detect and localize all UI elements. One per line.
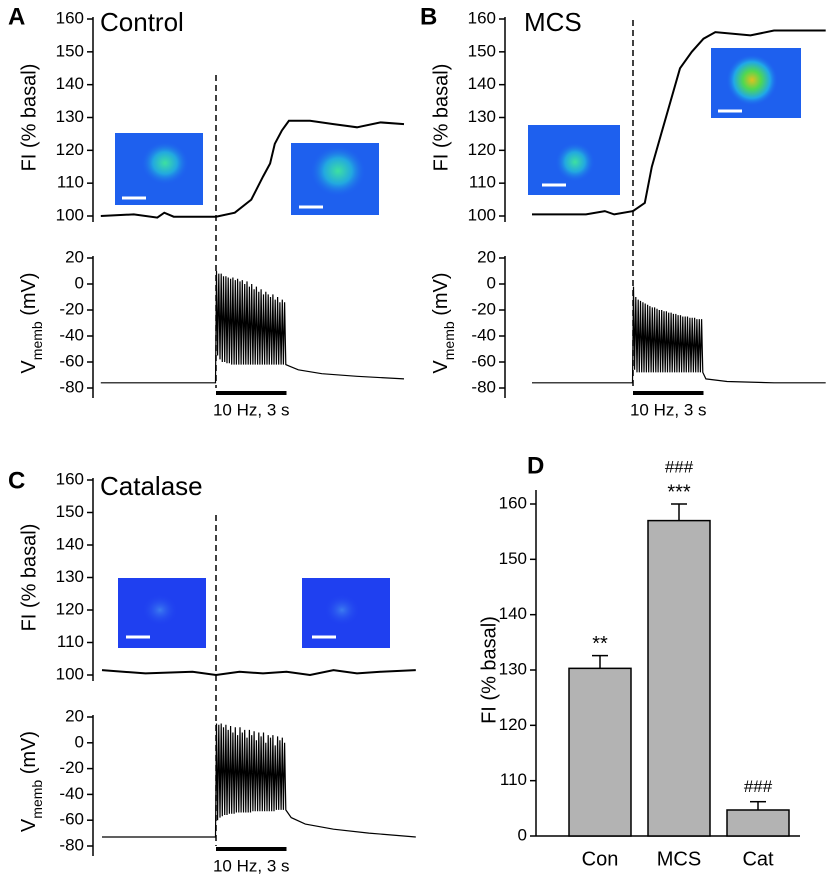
y-tick-label: 0 (518, 825, 527, 844)
y-tick-label: -40 (59, 784, 84, 803)
y-axis-label: FI (% basal) (18, 524, 40, 632)
cell (555, 142, 595, 182)
y-tick-label: -20 (471, 299, 496, 318)
y-tick-label: 20 (65, 706, 84, 725)
label-part: memb (29, 321, 45, 360)
cell (310, 145, 366, 197)
x-tick-label: Cat (742, 848, 774, 870)
label-part: V (18, 360, 40, 374)
trace-line (532, 286, 826, 384)
y-tick-label: 110 (57, 173, 84, 192)
label-part: (mV) (430, 272, 452, 321)
label-part: V (18, 818, 40, 832)
trace-line (101, 669, 416, 677)
y-tick-label: 100 (56, 205, 84, 224)
y-axis-label: FI (% basal) (18, 64, 40, 172)
y-tick-label: -80 (59, 377, 84, 396)
panel-title: Control (100, 7, 184, 37)
y-tick-label: 160 (468, 8, 496, 27)
cell (142, 594, 178, 626)
stimulus-label: 10 Hz, 3 s (213, 856, 290, 875)
significance-label: ### (665, 457, 694, 476)
y-axis-label: FI (% basal) (478, 616, 500, 724)
y-tick-label: 150 (468, 41, 496, 60)
x-tick-label: Con (582, 848, 619, 870)
y-tick-label: 160 (56, 469, 84, 488)
y-tick-label: -20 (59, 299, 84, 318)
y-tick-label: 110 (57, 632, 84, 651)
y-tick-label: 20 (65, 247, 84, 266)
panel-label: C (8, 467, 25, 494)
y-tick-label: 120 (56, 140, 84, 159)
bar (726, 809, 790, 837)
y-axis-label: Vmemb (mV) (430, 272, 456, 373)
significance-label: ** (592, 633, 608, 655)
y-tick-label: 130 (56, 107, 84, 126)
y-tick-label: -80 (59, 835, 84, 854)
panel-title: MCS (524, 7, 582, 37)
cell (324, 594, 360, 626)
y-tick-label: 120 (468, 140, 496, 159)
stimulus-label: 10 Hz, 3 s (630, 400, 707, 419)
trace-line (100, 119, 405, 219)
significance-label: *** (667, 481, 691, 503)
y-tick-label: 0 (75, 273, 84, 292)
y-axis-label: Vmemb (mV) (18, 731, 44, 832)
y-tick-label: 140 (499, 604, 527, 623)
y-tick-label: -20 (59, 758, 84, 777)
x-tick-label: MCS (657, 848, 701, 870)
y-tick-label: 100 (56, 664, 84, 683)
y-tick-label: -60 (471, 351, 496, 370)
trace-line (100, 270, 405, 384)
y-tick-label: 150 (56, 502, 84, 521)
y-tick-label: -80 (471, 377, 496, 396)
bar (647, 519, 711, 837)
label-part: (mV) (18, 731, 40, 780)
y-tick-label: 140 (56, 534, 84, 553)
panel-label: D (527, 452, 544, 479)
y-tick-label: 110 (469, 173, 496, 192)
y-tick-label: 130 (468, 107, 496, 126)
trace-line (532, 29, 826, 216)
cell (141, 141, 189, 185)
micrographs (115, 48, 801, 648)
panel-label: B (420, 3, 437, 30)
cell (726, 54, 778, 106)
trace-line (102, 723, 416, 838)
label-part: (mV) (18, 272, 40, 321)
y-axis-label: FI (% basal) (430, 64, 452, 172)
y-tick-label: 130 (499, 659, 527, 678)
y-tick-label: 160 (499, 493, 527, 512)
label-part: memb (441, 321, 457, 360)
y-tick-label: 150 (56, 41, 84, 60)
panel-label: A (8, 3, 25, 30)
panel-title: Catalase (100, 471, 203, 501)
y-tick-label: 110 (500, 770, 527, 789)
significance-label: ### (744, 777, 773, 796)
y-tick-label: -60 (59, 810, 84, 829)
y-tick-label: 0 (75, 732, 84, 751)
y-tick-label: 130 (56, 567, 84, 586)
y-tick-label: 140 (56, 74, 84, 93)
y-tick-label: 160 (56, 8, 84, 27)
y-tick-label: -60 (59, 351, 84, 370)
label-part: V (430, 360, 452, 374)
y-tick-label: 0 (487, 273, 496, 292)
y-tick-label: 150 (499, 549, 527, 568)
bar (568, 667, 632, 837)
y-tick-label: -40 (471, 325, 496, 344)
y-tick-label: 120 (499, 715, 527, 734)
y-tick-label: 20 (477, 247, 496, 266)
stimulus-label: 10 Hz, 3 s (213, 400, 290, 419)
y-tick-label: 140 (468, 74, 496, 93)
y-tick-label: -40 (59, 325, 84, 344)
y-tick-label: 120 (56, 599, 84, 618)
y-axis-label: Vmemb (mV) (18, 272, 44, 373)
label-part: memb (29, 780, 45, 819)
y-tick-label: 100 (468, 205, 496, 224)
